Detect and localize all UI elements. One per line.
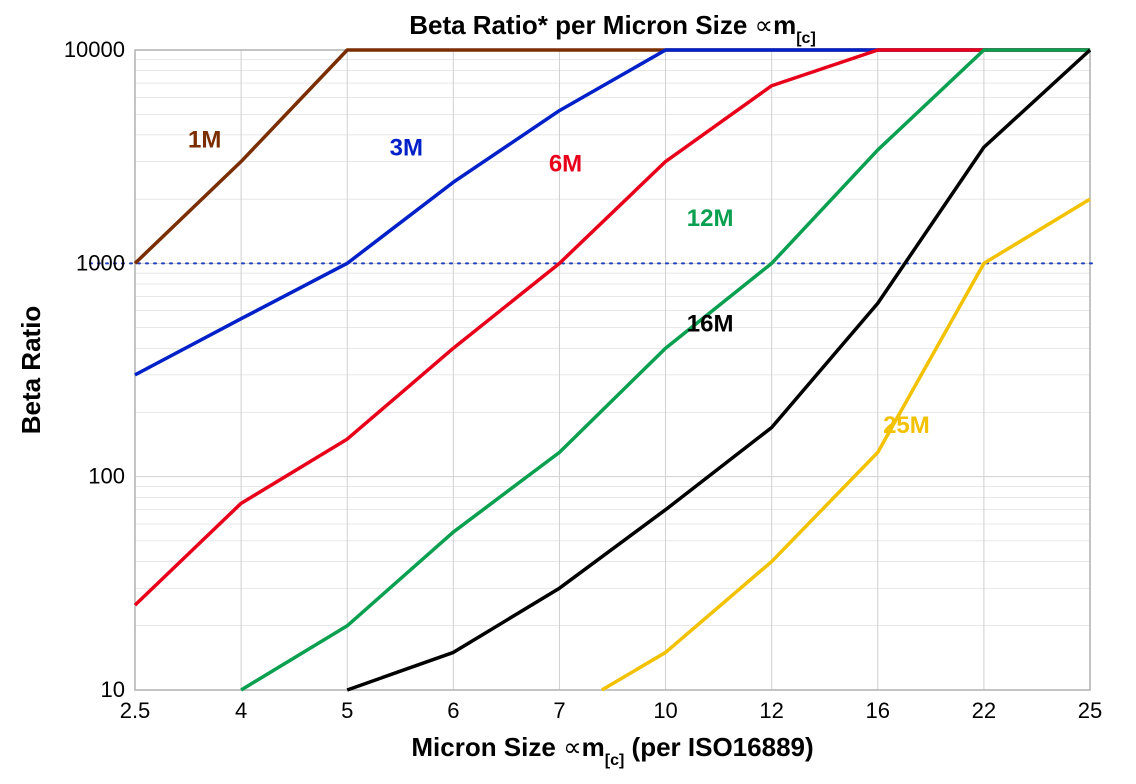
y-tick-label: 10 bbox=[101, 677, 125, 702]
y-tick-label: 1000 bbox=[76, 250, 125, 275]
series-label-25M: 25M bbox=[883, 412, 930, 439]
x-tick-label: 25 bbox=[1078, 698, 1102, 723]
chart-container: 1M3M6M12M16M25M2.54567101216222510100100… bbox=[0, 0, 1136, 784]
beta-ratio-chart: 1M3M6M12M16M25M2.54567101216222510100100… bbox=[0, 0, 1136, 784]
x-tick-label: 4 bbox=[235, 698, 247, 723]
y-tick-label: 100 bbox=[88, 464, 125, 489]
x-tick-label: 5 bbox=[341, 698, 353, 723]
x-tick-label: 22 bbox=[972, 698, 996, 723]
x-tick-label: 6 bbox=[447, 698, 459, 723]
x-tick-label: 10 bbox=[653, 698, 677, 723]
y-tick-label: 10000 bbox=[64, 37, 125, 62]
y-axis-label: Beta Ratio bbox=[16, 306, 46, 435]
x-tick-label: 12 bbox=[759, 698, 783, 723]
x-tick-label: 16 bbox=[866, 698, 890, 723]
x-tick-label: 7 bbox=[553, 698, 565, 723]
series-label-12M: 12M bbox=[687, 205, 734, 232]
series-label-6M: 6M bbox=[549, 150, 582, 177]
series-label-16M: 16M bbox=[687, 310, 734, 337]
series-label-3M: 3M bbox=[390, 135, 423, 162]
series-label-1M: 1M bbox=[188, 126, 221, 153]
